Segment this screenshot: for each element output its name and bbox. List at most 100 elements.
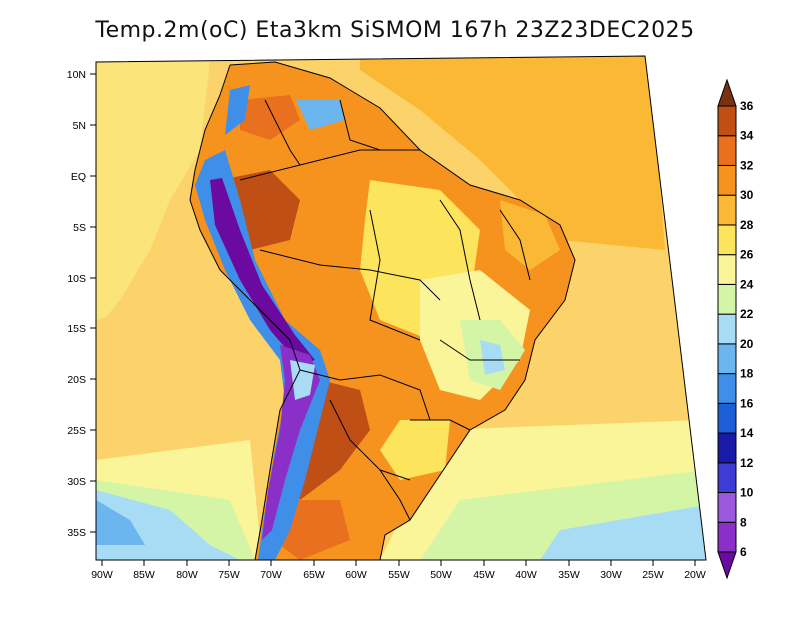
lat-label-10s: 10S xyxy=(67,273,86,285)
lon-label-50w: 50W xyxy=(430,569,452,581)
lon-label-40w: 40W xyxy=(515,569,537,581)
colorbar-top-triangle xyxy=(717,78,737,107)
lat-tick: 30S xyxy=(67,476,96,488)
colorbar-label: 32 xyxy=(740,158,754,172)
map-title: Temp.2m(oC) Eta3km SiSMOM 167h 23Z23DEC2… xyxy=(95,18,695,43)
colorbar-segment xyxy=(717,135,737,166)
colorbar-segment xyxy=(717,194,737,226)
colorbar-label: 10 xyxy=(740,486,754,500)
colorbar-segment xyxy=(717,283,737,315)
lon-label-20w: 20W xyxy=(684,569,706,581)
ocean-pacific-south-blue xyxy=(96,500,145,545)
border-guianas xyxy=(339,99,381,151)
border-brazil-states-4 xyxy=(439,339,520,361)
border-brazil-states-2 xyxy=(439,199,481,321)
lat-label-5s: 5S xyxy=(73,222,86,234)
country-borders xyxy=(189,61,576,560)
colorbar-label: 22 xyxy=(740,307,754,321)
colorbar-segment xyxy=(717,402,737,434)
lon-label-25w: 25W xyxy=(642,569,664,581)
andes-coldest-north xyxy=(210,178,315,365)
colorbar-label: 6 xyxy=(740,545,747,559)
lon-tick: 60W xyxy=(345,560,367,581)
colorbar-segment xyxy=(717,164,737,196)
map-field xyxy=(96,56,706,560)
colorbar-bottom-triangle xyxy=(717,551,737,580)
southeast-brazil-lightblue xyxy=(480,340,505,375)
lat-label-5n: 5N xyxy=(73,120,86,132)
lon-tick: 85W xyxy=(133,560,155,581)
lon-tick: 90W xyxy=(91,560,113,581)
border-argentina-north xyxy=(329,399,411,481)
colorbar-segments xyxy=(717,78,737,580)
colorbar-label: 16 xyxy=(740,396,754,410)
border-brazil-states-1 xyxy=(369,209,421,341)
border-bolivia-paraguay xyxy=(299,369,431,421)
lon-tick: 30W xyxy=(600,560,622,581)
colorbar-segment xyxy=(717,373,737,404)
border-uruguay xyxy=(379,469,411,521)
colorbar-label: 24 xyxy=(740,277,754,291)
colorbar-segment xyxy=(717,432,737,464)
lon-label-30w: 30W xyxy=(600,569,622,581)
lat-label-35s: 35S xyxy=(67,527,86,539)
colorbar-segment xyxy=(717,224,737,256)
lat-label-30s: 30S xyxy=(67,476,86,488)
lat-label-20s: 20S xyxy=(67,374,86,386)
colorbar-label: 36 xyxy=(740,99,754,113)
lon-tick: 50W xyxy=(430,560,452,581)
lon-label-80w: 80W xyxy=(176,569,198,581)
lon-tick: 80W xyxy=(176,560,198,581)
altiplano-lightblue xyxy=(290,360,315,400)
lat-label-eq: EQ xyxy=(71,171,86,183)
border-brazil-bolivia xyxy=(259,249,441,301)
lon-label-70w: 70W xyxy=(260,569,282,581)
colorbar-label: 28 xyxy=(740,218,754,232)
hot-core-patagonia xyxy=(280,500,350,560)
colorbar-label: 8 xyxy=(740,515,747,529)
lat-tick: 10N xyxy=(67,69,96,81)
south-brazil-yellow xyxy=(380,420,450,480)
border-brazil-states-5 xyxy=(410,419,471,431)
lon-label-90w: 90W xyxy=(91,569,113,581)
lat-label-25s: 25S xyxy=(67,425,86,437)
colorbar-segment xyxy=(717,105,737,137)
lon-tick: 25W xyxy=(642,560,664,581)
lat-tick: 20S xyxy=(67,374,96,386)
lon-label-35w: 35W xyxy=(558,569,580,581)
lat-tick: 25S xyxy=(67,425,96,437)
lat-tick: 15S xyxy=(67,323,96,335)
border-amazon-north xyxy=(239,149,420,181)
colorbar-segment xyxy=(717,521,737,553)
lon-tick: 75W xyxy=(218,560,240,581)
colorbar-segment xyxy=(717,343,737,375)
border-brazil-states-3 xyxy=(499,209,531,281)
colorbar-labels: 6 8 10 12 14 16 18 20 22 24 26 28 30 32 34 36 xyxy=(740,99,754,559)
lon-label-55w: 55W xyxy=(388,569,410,581)
colorbar-segment xyxy=(717,462,737,494)
colorbar-label: 20 xyxy=(740,337,754,351)
colorbar-segment xyxy=(717,254,737,285)
longitude-axis: 90W 85W 80W 75W 70W 65W 60W 55W 50W 45W … xyxy=(91,560,706,581)
hot-core-north xyxy=(240,95,300,140)
guiana-highlands-cool xyxy=(296,100,345,130)
lon-label-65w: 65W xyxy=(303,569,325,581)
lat-label-10n: 10N xyxy=(67,69,86,81)
lon-label-45w: 45W xyxy=(473,569,495,581)
lon-label-85w: 85W xyxy=(133,569,155,581)
colorbar: 6 8 10 12 14 16 18 20 22 24 26 28 30 32 34 36 xyxy=(717,78,754,580)
lon-tick: 55W xyxy=(388,560,410,581)
ocean-pacific-mid xyxy=(96,290,250,470)
lat-tick: EQ xyxy=(71,171,96,183)
colorbar-label: 34 xyxy=(740,129,754,143)
colorbar-label: 12 xyxy=(740,456,754,470)
pacific-coastline xyxy=(189,64,301,560)
lon-tick: 70W xyxy=(260,560,282,581)
ocean-atlantic-lightblue xyxy=(540,505,706,560)
latitude-axis: 10N 5N EQ 5S 10S 15S 20S 25S 30S 35S xyxy=(67,69,96,539)
atlantic-coastline xyxy=(229,61,576,560)
lon-label-60w: 60W xyxy=(345,569,367,581)
lon-tick: 45W xyxy=(473,560,495,581)
colorbar-label: 30 xyxy=(740,188,754,202)
